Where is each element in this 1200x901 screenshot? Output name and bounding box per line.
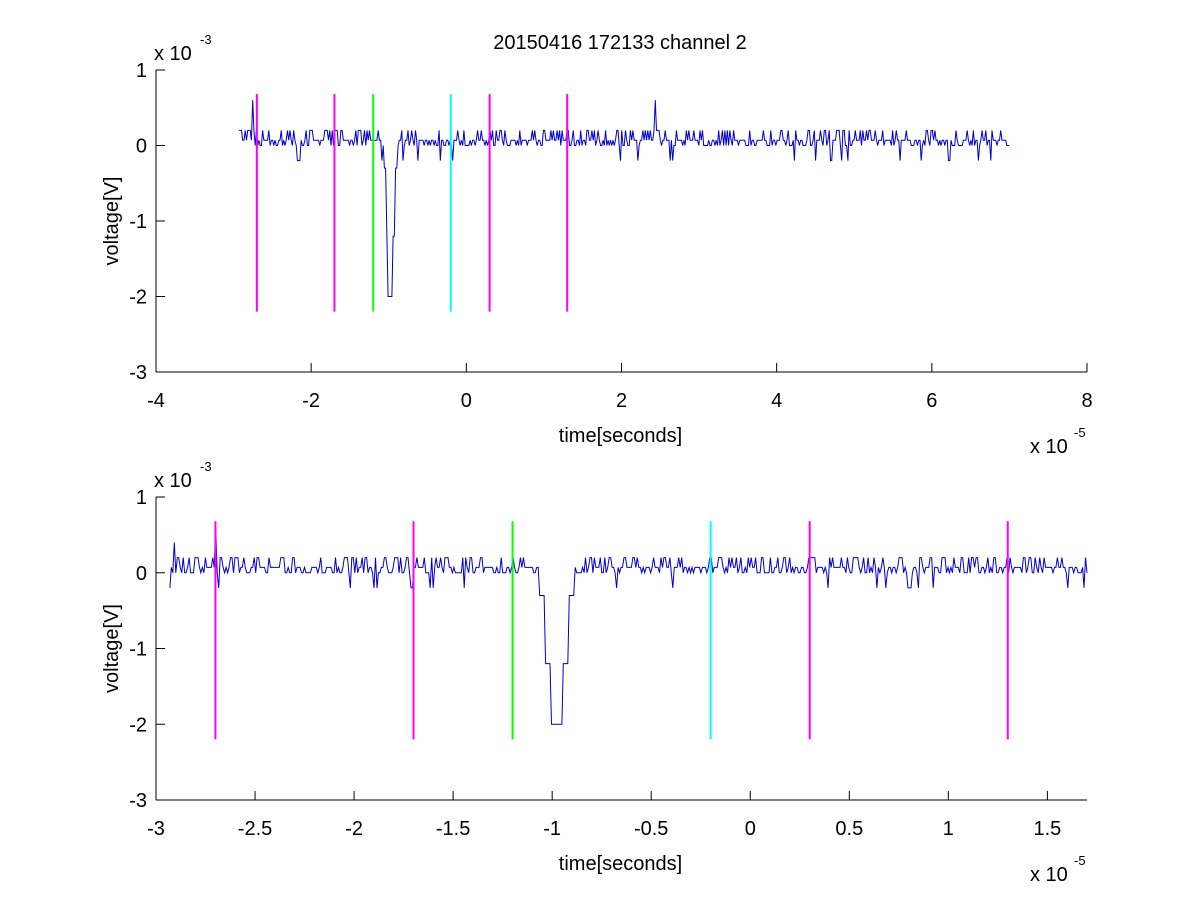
y-tick-label: -2 [129,714,147,736]
x-exponent: -5 [1074,425,1086,440]
y-axis-label: voltage[V] [101,177,123,266]
y-tick-label: -3 [129,362,147,384]
x-exponent-label: x 10 [1030,436,1068,458]
y-axis-label: voltage[V] [101,604,123,693]
y-exponent: -3 [200,32,212,47]
x-tick-label: 2 [616,390,627,412]
x-tick-label: 1.5 [1033,818,1061,840]
bottom-plot: -3 -2.5 -2 -1.5 -1 -0.5 0 0.5 1 1.5 1 0 -1 -2 -3 time[s… [101,459,1088,886]
signal-trace [239,100,1010,297]
y-tick-label: -3 [129,790,147,812]
x-tick-label: -4 [147,390,165,412]
x-tick-label: -1.5 [436,818,470,840]
x-tick-label: 6 [926,390,937,412]
top-plot: -4 -2 0 2 4 6 810-1-2-3time[seconds]voltage[V]… [101,32,1093,458]
y-tick-label: 1 [136,487,147,509]
figure-title: 20150416 172133 channel 2 [493,32,747,54]
x-exponent: -5 [1074,853,1086,868]
x-tick-label: 1 [943,818,954,840]
y-tick-label: -2 [129,287,147,309]
y-tick-label: 0 [136,136,147,158]
x-tick-label: -2 [345,818,363,840]
y-tick-label: -1 [129,639,147,661]
x-axis-label: time[seconds] [559,853,682,875]
x-axis-label: time[seconds] [559,425,682,447]
x-tick-label: -3 [147,818,165,840]
x-tick-label: 8 [1081,390,1092,412]
x-tick-label: -2 [302,390,320,412]
y-exponent: -3 [200,459,212,474]
y-exponent-label: x 10 [154,470,192,492]
y-tick-label: 0 [136,563,147,585]
signal-trace [169,527,1088,725]
x-tick-label: 0 [745,818,756,840]
x-tick-label: -0.5 [634,818,668,840]
x-exponent-label: x 10 [1030,864,1068,886]
x-tick-label: 4 [771,390,782,412]
y-tick-label: -1 [129,211,147,233]
x-tick-label: 0.5 [835,818,863,840]
x-tick-label: -1 [543,818,561,840]
x-tick-label: 0 [461,390,472,412]
y-exponent-label: x 10 [154,43,192,65]
y-tick-label: 1 [136,60,147,82]
x-tick-label: -2.5 [238,818,272,840]
